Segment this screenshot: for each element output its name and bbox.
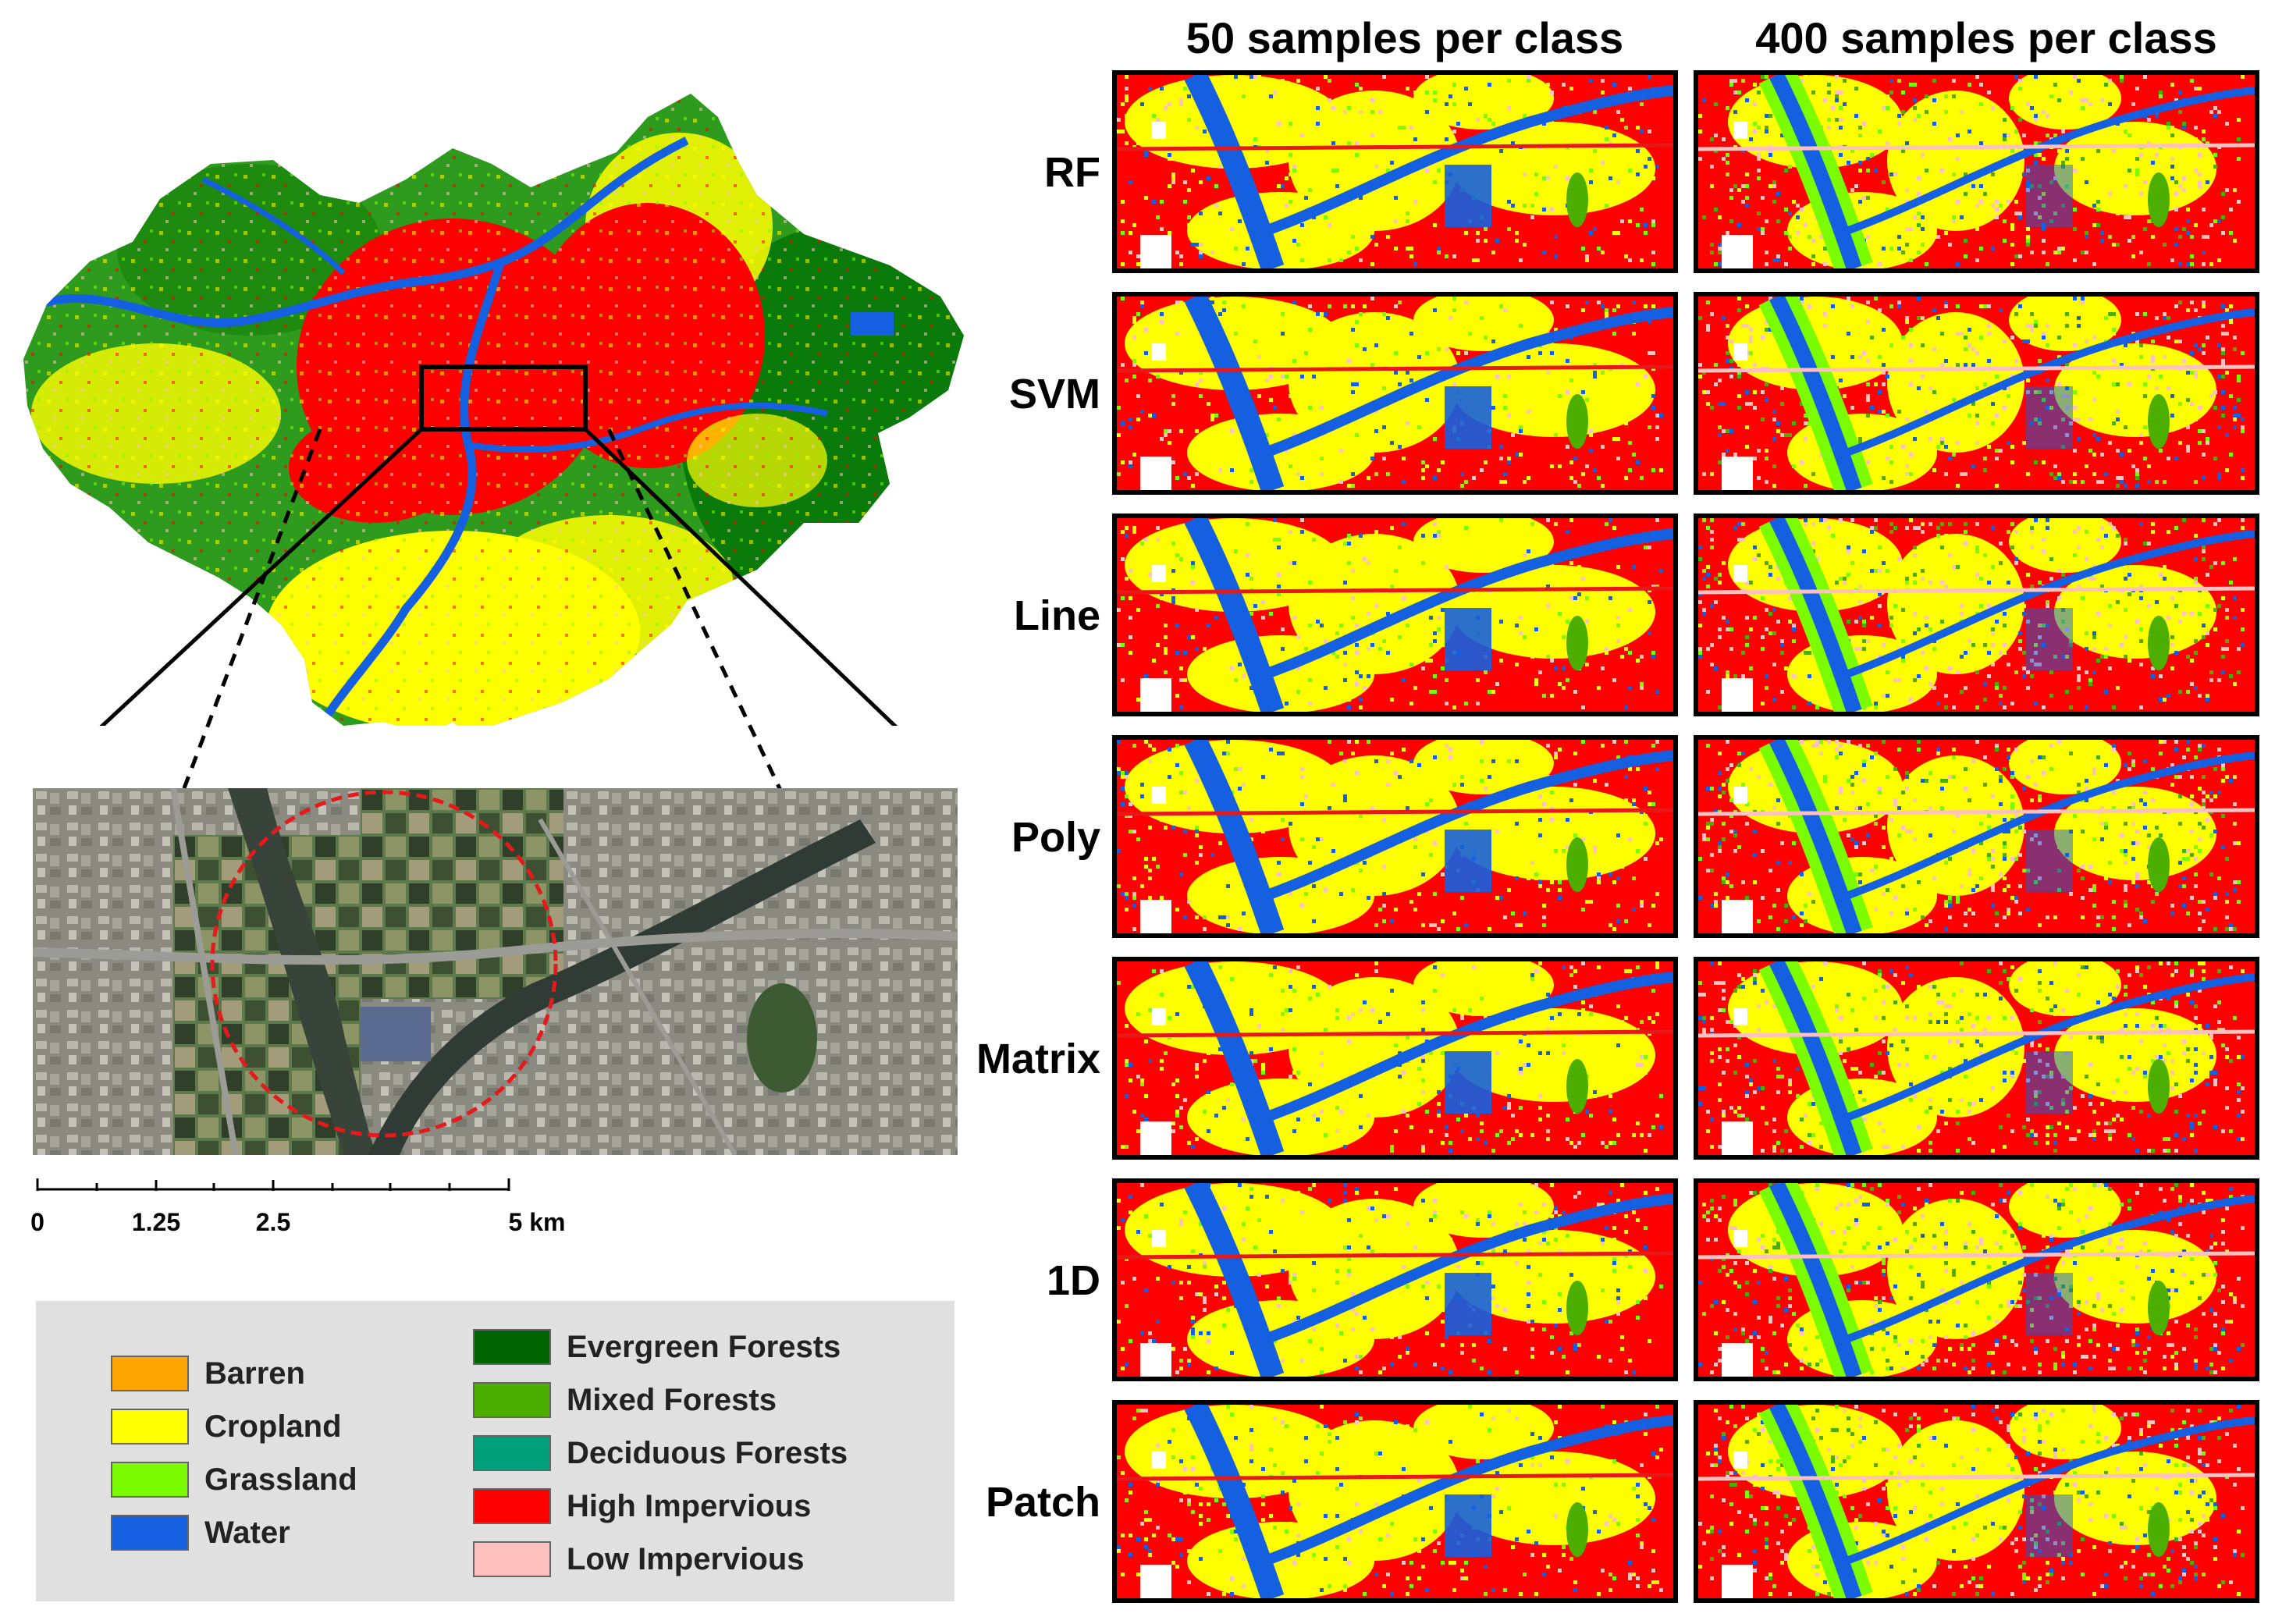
scale-tick-label: 0 [30, 1208, 44, 1236]
land-cover-classification-map [1698, 1183, 2255, 1377]
legend-swatch [473, 1329, 551, 1365]
scale-tick-label: 5 km [508, 1208, 566, 1236]
panel-1d-400 [1694, 1178, 2259, 1381]
panel-rf-50 [1112, 70, 1678, 273]
overview-map [16, 86, 968, 790]
panel-line-50 [1112, 513, 1678, 716]
panel-svm-400 [1694, 292, 2259, 495]
land-cover-classification-map [1117, 75, 1673, 268]
satellite-image [33, 788, 958, 1155]
panel-rf-400 [1694, 70, 2259, 273]
column-title-50-samples: 50 samples per class [1185, 13, 1624, 62]
land-cover-classification-map [1698, 961, 2255, 1155]
land-cover-classification-map [1698, 1405, 2255, 1598]
land-cover-classification-map [1698, 297, 2255, 490]
legend-label: Deciduous Forests [567, 1436, 848, 1470]
legend-label: Water [204, 1516, 290, 1550]
row-label-svm: SVM [1008, 371, 1100, 418]
row-label-patch: Patch [985, 1479, 1100, 1526]
legend-label: Mixed Forests [567, 1383, 777, 1417]
land-cover-classification-map [1698, 75, 2255, 268]
panel-patch-400 [1694, 1400, 2259, 1603]
panel-line-400 [1694, 513, 2259, 716]
land-cover-classification-map [1117, 740, 1673, 933]
legend-label: Cropland [204, 1409, 342, 1444]
legend-label: Grassland [204, 1462, 357, 1497]
row-label-line: Line [1013, 592, 1100, 639]
legend-swatch [111, 1409, 189, 1445]
panel-svm-50 [1112, 292, 1678, 495]
legend-label: High Impervious [567, 1489, 812, 1523]
legend-label: Barren [204, 1356, 305, 1391]
scale-tick-label: 2.5 [255, 1208, 291, 1236]
land-cover-classification-map [1698, 518, 2255, 712]
panel-matrix-400 [1694, 957, 2259, 1160]
legend-swatch [111, 1515, 189, 1551]
legend-label: Evergreen Forests [567, 1330, 841, 1364]
land-cover-classification-map [1117, 961, 1673, 1155]
land-cover-classification-map [1117, 1405, 1673, 1598]
legend-label: Low Impervious [567, 1542, 805, 1576]
land-cover-classification-map [1698, 740, 2255, 933]
land-cover-classification-map [1117, 518, 1673, 712]
legend-swatch [111, 1356, 189, 1391]
row-label-rf: RF [1044, 149, 1100, 196]
column-title-400-samples: 400 samples per class [1755, 13, 2217, 62]
legend-swatch [473, 1541, 551, 1577]
legend-swatch [473, 1435, 551, 1471]
land-cover-classification-map [1117, 297, 1673, 490]
row-label-matrix: Matrix [976, 1036, 1100, 1082]
legend-swatch [473, 1488, 551, 1524]
row-label-poly: Poly [1011, 814, 1100, 861]
panel-1d-50 [1112, 1178, 1678, 1381]
legend-swatch [473, 1382, 551, 1418]
panel-poly-50 [1112, 735, 1678, 938]
scale-bar [31, 1171, 531, 1202]
scale-tick-label: 1.25 [131, 1208, 181, 1236]
panel-patch-50 [1112, 1400, 1678, 1603]
legend-swatch [111, 1462, 189, 1498]
row-label-1d: 1D [1046, 1257, 1100, 1304]
panel-matrix-50 [1112, 957, 1678, 1160]
land-cover-classification-map [1117, 1183, 1673, 1377]
panel-poly-400 [1694, 735, 2259, 938]
legend: Barren Cropland Grassland Water Evergree… [36, 1301, 954, 1601]
